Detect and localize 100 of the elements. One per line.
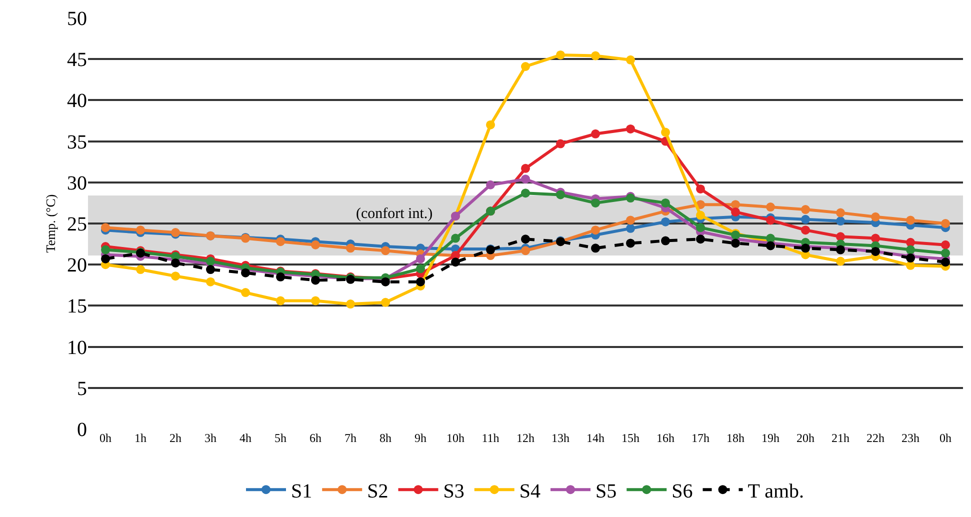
y-tick-label: 10 — [67, 336, 87, 359]
point — [766, 216, 775, 225]
point — [521, 188, 530, 198]
point — [626, 216, 635, 225]
point — [661, 128, 670, 137]
point — [591, 226, 600, 235]
point — [696, 184, 705, 194]
point — [731, 238, 740, 248]
point — [591, 244, 600, 253]
point — [556, 190, 565, 200]
point — [521, 246, 530, 256]
band-label: (confort int.) — [356, 206, 433, 222]
point — [906, 238, 915, 247]
point — [171, 258, 180, 268]
point — [836, 216, 845, 226]
point — [836, 256, 845, 266]
legend-label: S6 — [672, 480, 693, 502]
x-tick-label: 3h — [204, 431, 216, 445]
point — [661, 198, 670, 208]
x-tick-label: 23h — [902, 431, 920, 445]
y-axis-title: Temp. (°C) — [42, 194, 58, 253]
point — [346, 300, 355, 309]
y-tick-label: 0 — [77, 419, 87, 441]
point — [836, 208, 845, 218]
legend-label: S1 — [291, 480, 312, 502]
point — [626, 55, 635, 64]
point — [311, 296, 320, 306]
point — [766, 202, 775, 212]
point — [626, 124, 635, 134]
x-tick-label: 12h — [516, 431, 534, 445]
point — [626, 238, 635, 248]
point — [906, 216, 915, 225]
x-tick-label: 18h — [726, 431, 744, 445]
point — [906, 245, 915, 254]
x-tick-label: 4h — [240, 431, 252, 445]
x-tick-label: 22h — [866, 431, 884, 445]
legend-label: S3 — [443, 480, 464, 502]
point — [311, 276, 320, 285]
legend-label: T amb. — [748, 480, 804, 502]
x-tick-label: 16h — [656, 431, 674, 445]
y-tick-label: 15 — [67, 296, 87, 318]
legend-label: S4 — [519, 480, 540, 502]
y-tick-label: 40 — [67, 90, 87, 112]
point — [521, 174, 530, 184]
x-tick-label: 7h — [344, 431, 356, 445]
point — [381, 246, 390, 256]
point — [696, 210, 705, 220]
point — [101, 223, 110, 232]
point — [661, 217, 670, 226]
point — [276, 237, 285, 246]
point — [416, 254, 425, 264]
y-tick-label: 45 — [67, 49, 87, 72]
x-tick-label: 15h — [622, 431, 640, 445]
legend-label: S2 — [367, 480, 388, 502]
x-tick-label: 17h — [692, 431, 710, 445]
point — [556, 50, 565, 60]
point — [731, 207, 740, 216]
point — [311, 240, 320, 250]
point — [941, 258, 950, 267]
point — [591, 129, 600, 138]
point — [521, 62, 530, 71]
point — [206, 277, 215, 286]
y-tick-label: 20 — [67, 254, 87, 277]
point — [276, 296, 285, 306]
x-tick-label: 5h — [274, 431, 286, 445]
x-tick-label: 8h — [380, 431, 392, 445]
point — [101, 254, 110, 264]
point — [206, 265, 215, 274]
point — [906, 260, 915, 270]
x-tick-label: 20h — [796, 431, 814, 445]
point — [591, 51, 600, 60]
point — [941, 240, 950, 250]
x-tick-label: 21h — [832, 431, 850, 445]
point — [346, 244, 355, 253]
point — [136, 226, 145, 235]
point — [416, 277, 425, 286]
point — [801, 214, 810, 224]
point — [871, 212, 880, 222]
x-tick-label: 10h — [446, 431, 464, 445]
point — [591, 198, 600, 208]
point — [451, 258, 460, 267]
x-tick-label: 11h — [482, 431, 500, 445]
legend-label: S5 — [596, 480, 617, 502]
x-tick-label: 0h — [100, 431, 112, 445]
point — [661, 236, 670, 246]
point — [416, 264, 425, 274]
x-tick-label: 13h — [552, 431, 570, 445]
x-tick-label: 14h — [586, 431, 604, 445]
point — [521, 234, 530, 244]
point — [521, 164, 530, 173]
point — [276, 272, 285, 282]
point — [451, 234, 460, 243]
x-tick-label: 2h — [170, 431, 182, 445]
y-tick-label: 30 — [67, 172, 87, 194]
point — [101, 245, 110, 254]
point — [731, 200, 740, 210]
point — [696, 234, 705, 244]
point — [941, 248, 950, 258]
point — [381, 277, 390, 286]
point — [556, 139, 565, 148]
